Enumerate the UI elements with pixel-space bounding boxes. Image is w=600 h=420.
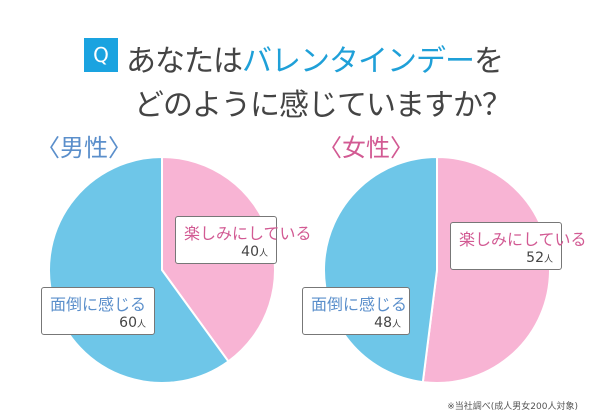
male-callout-enjoy: 楽しみにしている 40人 [175, 216, 312, 264]
slice-label: 面倒に感じる [311, 295, 408, 314]
title-highlight: バレンタインデー [242, 44, 475, 79]
question-title-line1: あなたはバレンタインデーを [126, 36, 504, 80]
pie-slice [323, 155, 438, 384]
title-text: あなたは [126, 44, 243, 79]
pie-slice [421, 155, 551, 384]
female-callout-enjoy: 楽しみにしている 52人 [450, 222, 587, 270]
slice-label: 楽しみにしている [459, 230, 587, 249]
male-callout-bother: 面倒に感じる 60人 [41, 287, 155, 335]
slice-label: 面倒に感じる [50, 295, 147, 314]
slice-value: 40人 [241, 244, 268, 260]
slice-value: 60人 [119, 315, 146, 331]
female-callout-bother: 面倒に感じる 48人 [302, 287, 410, 335]
title-text: を [474, 44, 504, 79]
question-title-line2: どのように感じていますか？ [134, 88, 512, 123]
slice-value: 52人 [526, 250, 553, 266]
slice-label: 楽しみにしている [184, 224, 312, 243]
slice-value: 48人 [374, 315, 401, 331]
q-badge: Q [84, 38, 118, 72]
female-chart-title: 〈女性〉 [318, 134, 414, 162]
male-chart-title: 〈男性〉 [36, 134, 132, 162]
footnote: ※当社調べ(成人男女200人対象) [447, 402, 578, 412]
